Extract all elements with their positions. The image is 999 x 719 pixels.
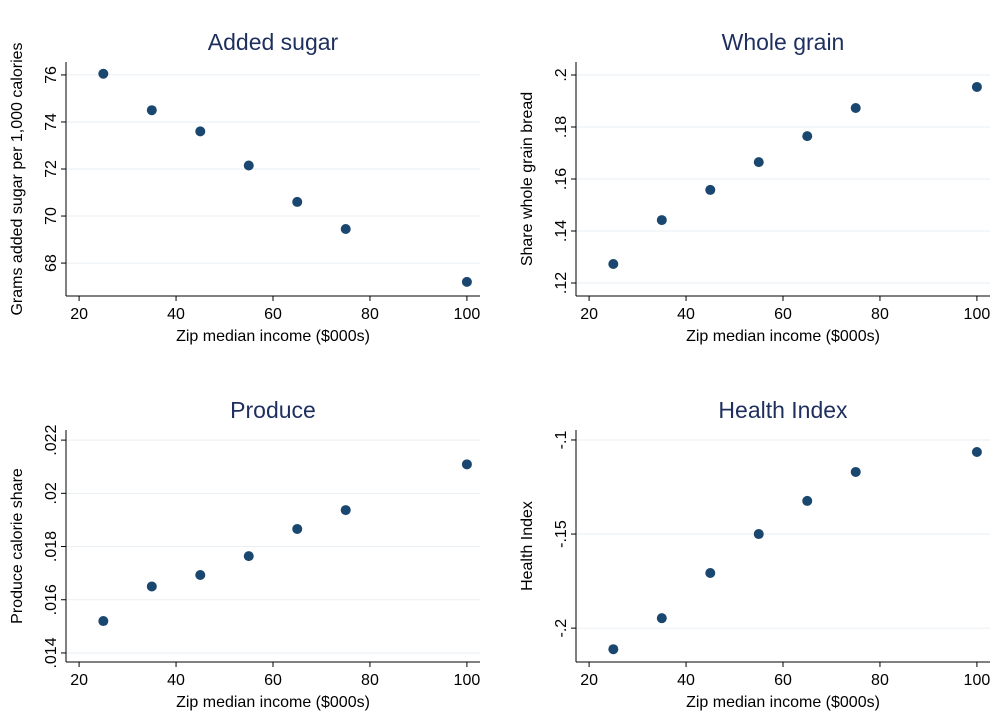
x-axis-title: Zip median income ($000s) [686,694,880,711]
x-tick-label: 20 [580,306,598,323]
x-tick-label: 20 [70,672,88,689]
x-tick-label: 60 [264,306,282,323]
x-tick-label: 20 [580,672,598,689]
point [608,259,619,270]
chart-title: Produce [230,397,316,423]
point [461,276,472,287]
x-tick-label: 60 [264,672,282,689]
point [656,613,667,624]
point [850,103,861,114]
x-tick-label: 40 [677,306,695,323]
point [340,223,351,234]
y-tick-label: .018 [43,531,60,562]
x-tick-label: 60 [774,672,792,689]
point [461,459,472,470]
point [292,523,303,534]
point [802,495,813,506]
x-tick-label: 20 [70,306,88,323]
point [608,644,619,655]
point [243,160,254,171]
x-axis-title: Zip median income ($000s) [176,694,370,711]
point [340,505,351,516]
point [802,131,813,142]
chart-title: Added sugar [208,29,339,55]
y-tick-label: .14 [553,220,570,242]
y-tick-label: 74 [43,113,60,131]
point [753,157,764,168]
x-tick-label: 40 [167,672,185,689]
point [146,105,157,116]
point [753,529,764,540]
y-tick-label: .18 [553,116,570,138]
y-axis-title: Health Index [519,501,536,591]
point [243,551,254,562]
point [195,570,206,580]
x-tick-label: 80 [361,306,379,323]
y-tick-label: 76 [43,66,60,84]
y-tick-label: .12 [553,272,570,294]
point [146,581,157,592]
x-tick-label: 100 [454,672,481,689]
x-tick-label: 80 [871,306,889,323]
y-tick-label: -.15 [553,520,570,548]
y-axis-title: Produce calorie share [9,468,26,624]
y-axis-title: Share whole grain bread [519,92,536,266]
x-tick-label: 40 [167,306,185,323]
y-tick-label: 70 [43,207,60,225]
x-tick-label: 80 [361,672,379,689]
y-axis-title: Grams added sugar per 1,000 calories [9,42,26,315]
point [195,126,206,137]
x-tick-label: 80 [871,672,889,689]
y-tick-label: .014 [43,637,60,668]
point [971,81,982,92]
point [850,466,861,477]
y-tick-label: 72 [43,160,60,178]
point [98,68,109,79]
y-tick-label: .2 [553,68,570,81]
chart-title: Whole grain [722,29,845,55]
point [656,215,667,226]
x-tick-label: 100 [964,306,991,323]
x-tick-label: 100 [964,672,991,689]
y-tick-label: .02 [43,482,60,504]
y-tick-label: .16 [553,168,570,190]
x-axis-title: Zip median income ($000s) [176,328,370,345]
point [705,568,716,579]
y-tick-label: .022 [43,424,60,455]
y-tick-label: 68 [43,254,60,272]
x-tick-label: 60 [774,306,792,323]
chart-title: Health Index [718,397,848,423]
point [705,184,716,195]
y-tick-label: -.2 [553,619,570,638]
x-axis-title: Zip median income ($000s) [686,328,880,345]
point [292,196,303,207]
point [98,616,109,627]
x-tick-label: 40 [677,672,695,689]
x-tick-label: 100 [454,306,481,323]
point [971,447,982,458]
y-tick-label: .016 [43,584,60,615]
y-tick-label: -.1 [553,431,570,450]
